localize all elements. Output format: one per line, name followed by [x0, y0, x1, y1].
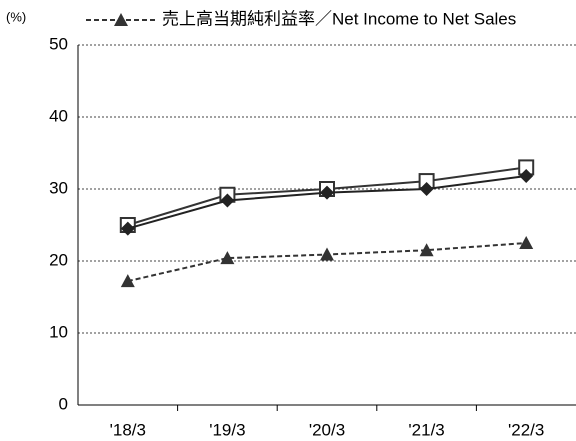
data-point	[419, 182, 434, 196]
y-tick-label: 30	[49, 178, 68, 197]
x-tick-label: '21/3	[408, 420, 444, 439]
x-tick-label: '20/3	[309, 420, 345, 439]
y-tick-label: 10	[49, 322, 68, 341]
legend-marker	[114, 13, 128, 26]
data-point	[320, 185, 334, 200]
data-point	[120, 221, 135, 236]
y-tick-label: 20	[49, 250, 68, 269]
x-tick-label: '18/3	[110, 420, 146, 439]
x-tick-label: '19/3	[209, 420, 245, 439]
y-tick-label: 50	[49, 34, 68, 53]
y-tick-label: 0	[59, 394, 68, 413]
data-point	[519, 169, 534, 184]
data-point	[220, 193, 235, 208]
data-point	[419, 243, 434, 257]
y-axis-label: (%)	[6, 9, 26, 24]
data-point	[519, 236, 534, 249]
legend-label: 売上高当期純利益率／Net Income to Net Sales	[162, 9, 516, 28]
data-point	[220, 251, 235, 265]
y-tick-label: 40	[49, 106, 68, 125]
x-tick-label: '22/3	[508, 420, 544, 439]
data-point	[320, 247, 334, 261]
data-point	[120, 274, 135, 288]
